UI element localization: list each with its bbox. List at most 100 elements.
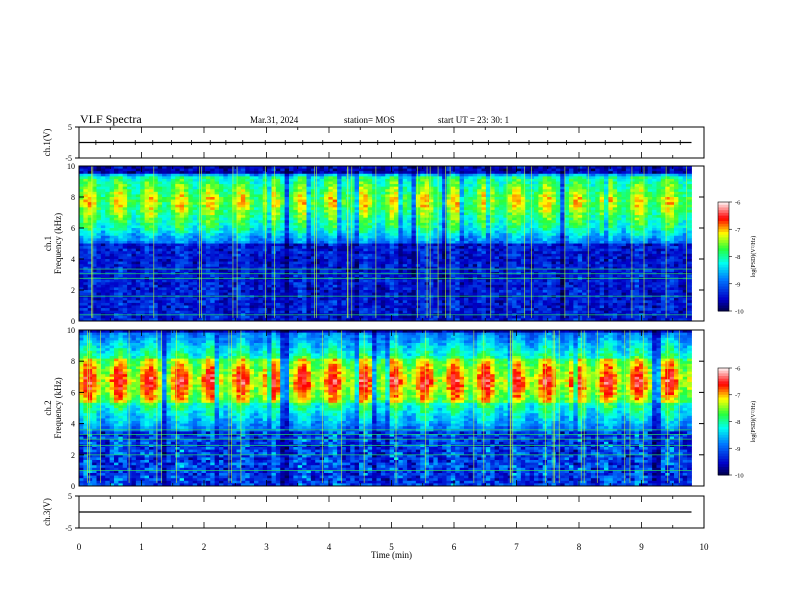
ch1-spectrogram-panel-cell xyxy=(127,197,132,200)
ch1-spectrogram-panel-cell xyxy=(227,256,233,260)
ch1-spectrogram-panel-cell xyxy=(232,269,237,273)
ch1-spectrogram-panel-cell xyxy=(83,253,89,257)
ch1-spectrogram-panel-cell xyxy=(367,284,373,288)
ch1-spectrogram-panel-cell xyxy=(192,290,198,293)
ch1-spectrogram-panel-cell xyxy=(280,212,286,216)
ch1-spectrogram-panel-cell xyxy=(188,308,194,312)
ch1-spectrogram-panel-cell xyxy=(109,282,115,286)
ch1-spectrogram-panel-cell xyxy=(398,181,404,185)
ch1-spectrogram-panel-cell xyxy=(240,248,246,252)
ch1-spectrogram-panel-cell xyxy=(337,243,342,247)
ch1-spectrogram-panel-cell xyxy=(380,308,386,312)
ch1-spectrogram-panel-cell xyxy=(210,202,216,206)
ch1-spectrogram-panel-cell xyxy=(315,315,321,319)
ch1-spectrogram-panel-cell xyxy=(293,189,299,193)
ch1-spectrogram-panel-cell xyxy=(429,308,434,312)
ch1-spectrogram-panel-cell xyxy=(157,308,163,312)
ch1-spectrogram-panel-cell xyxy=(359,228,364,231)
ch1-spectrogram-panel-cell xyxy=(350,308,356,312)
ch1-spectrogram-panel-cell xyxy=(166,171,172,175)
ch1-spectrogram-panel-cell xyxy=(236,222,242,226)
ch1-spectrogram-panel-cell xyxy=(402,222,408,226)
ch1-spectrogram-panel-cell xyxy=(201,266,207,270)
ch1-spectrogram-panel-cell xyxy=(350,173,356,177)
ch1-spectrogram-panel-cell xyxy=(87,186,93,190)
ch1-spectrogram-panel-cell xyxy=(398,297,404,301)
ch1-spectrogram-panel-cell xyxy=(284,168,290,172)
ch1-spectrogram-panel-cell xyxy=(249,308,255,312)
ch1-spectrogram-panel-cell xyxy=(201,310,207,314)
ch1-spectrogram-panel-cell xyxy=(96,302,102,306)
ch1-spectrogram-panel-cell xyxy=(389,284,395,288)
ch1-spectrogram-panel-cell xyxy=(79,204,84,208)
ch1-spectrogram-panel-cell xyxy=(394,282,399,286)
ch1-spectrogram-panel-cell xyxy=(376,253,382,257)
ch1-spectrogram-panel-cell xyxy=(280,181,286,185)
ch1-spectrogram-panel-cell xyxy=(415,199,421,203)
ch1-spectrogram-panel-cell xyxy=(402,269,408,273)
ch1-spectrogram-panel-cell xyxy=(205,290,211,293)
ch1-spectrogram-panel-cell xyxy=(227,197,233,200)
ch1-spectrogram-panel-cell xyxy=(201,264,207,268)
ch1-spectrogram-panel-cell xyxy=(429,230,434,234)
ch1-spectrogram-panel-cell xyxy=(153,256,159,260)
ch1-spectrogram-panel-cell xyxy=(179,199,185,203)
ch1-spectrogram-panel-cell xyxy=(188,184,194,188)
ch1-spectrogram-panel-cell xyxy=(219,186,224,190)
ch1-spectrogram-panel-cell xyxy=(223,297,229,301)
ch1-spectrogram-panel-cell xyxy=(210,253,216,257)
ch1-spectrogram-panel-cell xyxy=(275,295,281,299)
ch1-spectrogram-panel-cell xyxy=(214,253,220,257)
ch1-spectrogram-panel-cell xyxy=(87,209,93,213)
ch1-spectrogram-panel-cell xyxy=(96,225,102,229)
ch1-spectrogram-panel-cell xyxy=(153,292,159,296)
ch1-spectrogram-panel-cell xyxy=(140,168,146,172)
ch1-spectrogram-panel-cell xyxy=(372,202,377,206)
ch1-spectrogram-panel-cell xyxy=(109,186,115,190)
ch1-spectrogram-panel-cell xyxy=(394,189,399,193)
ch1-spectrogram-panel-cell xyxy=(140,217,146,221)
ch1-spectrogram-panel-cell xyxy=(376,287,382,291)
ch1-spectrogram-panel-cell xyxy=(122,186,128,190)
ch1-spectrogram-panel-cell xyxy=(380,228,386,231)
ch1-spectrogram-panel-cell xyxy=(232,284,237,288)
ch1-spectrogram-panel-cell xyxy=(92,171,97,175)
ch1-spectrogram-panel-cell xyxy=(280,279,286,283)
ch1-spectrogram-panel-cell xyxy=(385,215,391,219)
ch1-spectrogram-panel-cell xyxy=(332,228,338,231)
ch1-spectrogram-panel-cell xyxy=(79,186,84,190)
ch1-spectrogram-panel-cell xyxy=(153,171,159,175)
ch1-spectrogram-panel-cell xyxy=(275,171,281,175)
ch1-spectrogram-panel-cell xyxy=(315,238,321,242)
ch1-spectrogram-panel-cell xyxy=(109,235,115,239)
ch1-spectrogram-panel-cell xyxy=(153,238,159,242)
ch1-spectrogram-panel-cell xyxy=(289,292,294,296)
ch1-spectrogram-panel-cell xyxy=(389,261,395,265)
ch1-spectrogram-panel-cell xyxy=(367,300,373,304)
ch1-spectrogram-panel-cell xyxy=(306,248,312,252)
ch1-spectrogram-panel-cell xyxy=(118,295,124,299)
ch1-spectrogram-panel-cell xyxy=(223,264,229,268)
ch1-spectrogram-panel-cell xyxy=(240,292,246,296)
ch1-spectrogram-panel-cell xyxy=(394,240,399,244)
ch1-spectrogram-panel-cell xyxy=(201,253,207,257)
ch1-spectrogram-panel-cell xyxy=(254,230,259,234)
ch1-spectrogram-panel-cell xyxy=(398,246,404,250)
ch1-spectrogram-panel-cell xyxy=(179,176,185,180)
ch1-spectrogram-panel-cell xyxy=(87,284,93,288)
ch1-spectrogram-panel-cell xyxy=(415,225,421,229)
ch1-spectrogram-panel-cell xyxy=(83,228,89,231)
ch1-spectrogram-panel-cell xyxy=(92,246,97,250)
ch1-spectrogram-panel-cell xyxy=(144,176,150,180)
ch1-spectrogram-panel-cell xyxy=(170,274,176,278)
ch1-spectrogram-panel-cell xyxy=(407,264,412,268)
ch1-spectrogram-panel-cell xyxy=(127,315,132,319)
ch1-spectrogram-panel-cell xyxy=(415,305,421,309)
ch1-spectrogram-panel-cell xyxy=(96,300,102,304)
ch1-spectrogram-panel-cell xyxy=(105,266,111,270)
ch1-spectrogram-panel-cell xyxy=(319,302,325,306)
ch1-spectrogram-panel-cell xyxy=(350,189,356,193)
ch1-spectrogram-panel-cell xyxy=(131,305,137,309)
ch1-spectrogram-panel-cell xyxy=(170,186,176,190)
ch1-spectrogram-panel-cell xyxy=(367,194,373,198)
